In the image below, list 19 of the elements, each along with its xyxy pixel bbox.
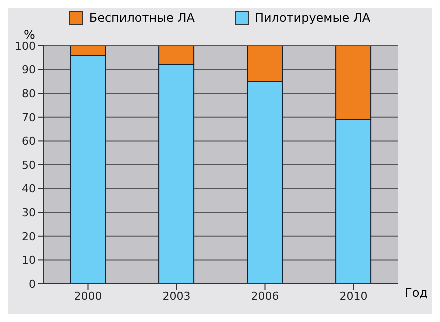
- y-tick-label: 90: [22, 64, 36, 77]
- y-tick-label: 80: [22, 88, 36, 101]
- y-tick-label: 50: [22, 158, 36, 172]
- y-tick-label: 0: [29, 278, 36, 291]
- y-tick-label: 20: [22, 230, 36, 244]
- x-tick-label: 2010: [340, 290, 368, 303]
- y-tick-label: 30: [22, 206, 36, 220]
- x-tick-label: 2000: [74, 290, 102, 303]
- x-tick-label: 2003: [162, 290, 191, 303]
- x-axis-title: Год: [405, 286, 428, 300]
- y-tick-label: 40: [22, 182, 36, 196]
- legend-label: Беспилотные ЛА: [88, 11, 195, 25]
- y-tick-label: 60: [22, 135, 36, 148]
- y-tick-label: 100: [15, 40, 36, 53]
- y-axis-title: %: [24, 28, 36, 42]
- y-tick-label: 70: [22, 111, 36, 124]
- legend-label: Пилотируемые ЛА: [254, 11, 371, 25]
- x-tick-label: 2006: [251, 290, 280, 303]
- y-tick-label: 10: [22, 254, 36, 268]
